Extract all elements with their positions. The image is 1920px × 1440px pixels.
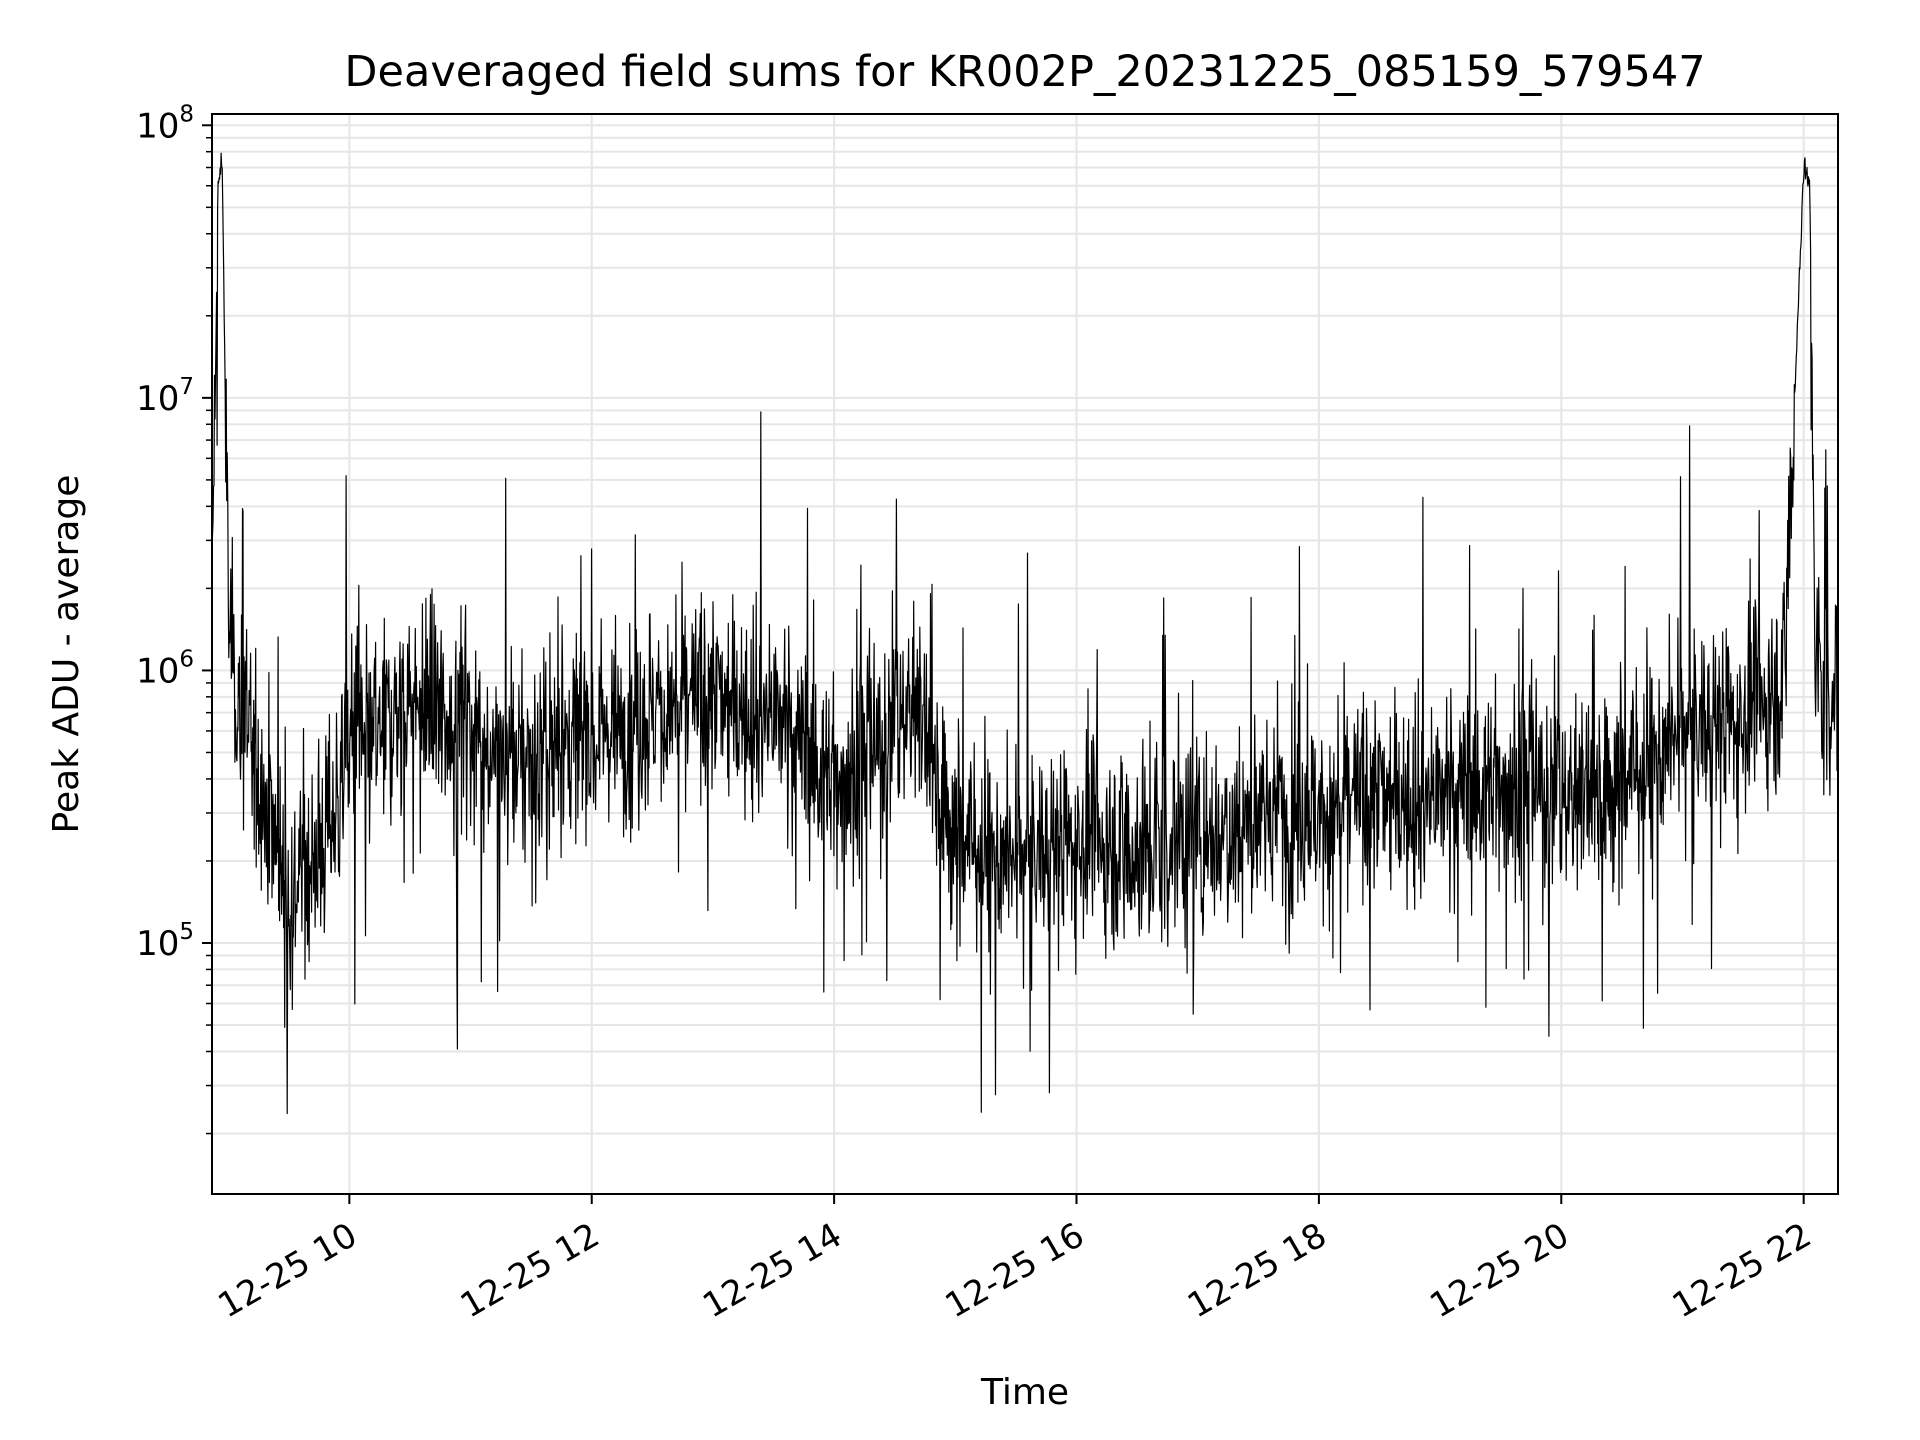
x-axis-label: Time [980,1372,1069,1413]
chart-title: Deaveraged field sums for KR002P_2023122… [344,47,1705,97]
x-tick-label: 12-25 12 [454,1215,606,1326]
y-tick-label: 105 [136,919,194,964]
plot-frame [211,113,1839,1195]
y-axis: 105 106 107 108 [136,101,212,1135]
x-tick-label: 12-25 20 [1423,1215,1575,1326]
y-tick-label: 107 [136,374,194,419]
x-axis: 12-25 10 12-25 12 12-25 14 12-25 16 12-25 18… [211,1194,1818,1326]
y-tick-label: 108 [136,101,194,146]
x-tick-label: 12-25 14 [696,1215,848,1326]
x-tick-label: 12-25 22 [1666,1215,1818,1326]
x-tick-label: 12-25 18 [1181,1215,1333,1326]
y-axis-label: Peak ADU - average [46,475,87,834]
x-tick-label: 12-25 10 [211,1215,363,1326]
x-tick-label: 12-25 16 [939,1215,1091,1326]
series-layer [212,152,1838,1115]
series-line-0 [212,152,1838,1115]
y-tick-label: 106 [136,646,194,691]
